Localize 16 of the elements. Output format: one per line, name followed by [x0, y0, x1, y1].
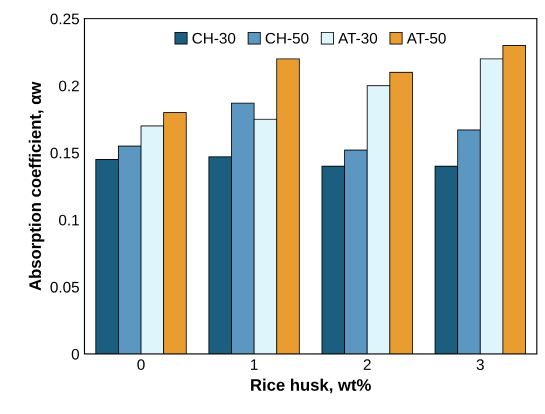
y-tick-label: 0.15 [50, 148, 79, 158]
y-axis-title: Absorption coefficient, αw [28, 82, 44, 291]
x-tick-label: 3 [476, 359, 484, 370]
y-tick-label: 0 [72, 348, 80, 360]
legend-label: CH-50 [266, 32, 308, 44]
x-tick-label: 1 [251, 359, 258, 370]
x-axis-title: Rice husk, wt% [251, 378, 371, 394]
legend-label: CH-30 [192, 32, 236, 44]
legend-label: AT-50 [406, 32, 446, 44]
y-tick-label: 0.2 [58, 80, 79, 92]
legend-label: AT-30 [338, 32, 378, 44]
y-tick-label: 0.1 [58, 214, 79, 226]
x-tick-label: 2 [364, 359, 371, 370]
y-tick-label: 0.25 [50, 14, 79, 24]
y-tick-label: 0.05 [50, 282, 79, 293]
x-tick-label: 0 [137, 359, 145, 370]
